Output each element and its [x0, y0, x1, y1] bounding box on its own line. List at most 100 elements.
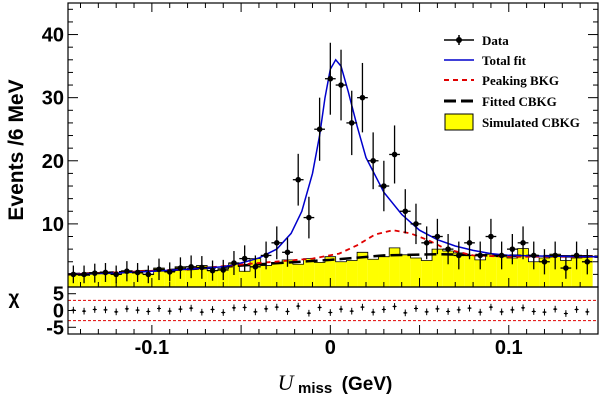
residual-marker: [414, 307, 418, 310]
residual-marker: [500, 310, 503, 314]
residual-marker: [189, 306, 193, 310]
data-point: [581, 249, 593, 275]
residual-marker: [436, 307, 439, 311]
simulated-cbkg-bar: [453, 252, 465, 287]
data-point: [571, 241, 582, 270]
simulated-cbkg-bar: [378, 256, 390, 287]
residual-marker: [361, 305, 364, 309]
data-point: [432, 218, 443, 255]
data-marker: [263, 252, 269, 259]
residual-marker: [543, 310, 546, 314]
data-point: [164, 262, 176, 282]
residual-marker: [275, 305, 278, 309]
simulated-cbkg-bar: [367, 259, 379, 287]
data-points: [68, 42, 593, 284]
x-axis-subscript: miss: [298, 380, 332, 397]
data-marker: [434, 233, 441, 240]
data-marker: [488, 233, 494, 240]
residual-marker: [382, 308, 386, 311]
data-marker: [166, 269, 173, 275]
residual-marker: [254, 310, 257, 314]
residual-marker: [147, 310, 150, 313]
data-marker: [498, 252, 505, 259]
data-marker: [91, 270, 98, 276]
data-point: [217, 259, 229, 281]
data-point: [292, 153, 304, 206]
simulated-cbkg-bar: [517, 248, 529, 287]
simulated-cbkg-bar: [228, 263, 240, 287]
axes: [67, 2, 599, 335]
data-point: [378, 160, 390, 212]
simulated-cbkg-bar: [314, 262, 325, 287]
data-marker: [552, 252, 558, 259]
simulated-cbkg-bar: [335, 261, 347, 287]
y-tick-label: 30: [42, 88, 64, 110]
data-marker: [273, 240, 280, 246]
data-marker: [456, 252, 462, 259]
residual-marker: [307, 311, 311, 315]
simulated-cbkg-bar: [549, 254, 561, 287]
data-point: [250, 255, 261, 279]
x-axis-symbol: U: [278, 370, 296, 395]
data-point: [464, 226, 475, 260]
residual-marker: [404, 311, 407, 315]
data-marker: [231, 260, 237, 266]
y-axis-label: Events /6 MeV: [5, 79, 28, 220]
x-tick-label: -0.1: [135, 337, 169, 359]
data-marker: [220, 267, 227, 273]
data-marker: [509, 246, 516, 252]
data-point: [506, 233, 518, 265]
residual-marker: [575, 308, 578, 311]
legend-entry-simulated-cbkg: Simulated CBKG: [444, 113, 580, 131]
residual-marker: [264, 307, 268, 311]
data-point: [335, 49, 347, 121]
y-axis-title: Events /6 MeV: [5, 79, 28, 220]
data-marker: [102, 269, 109, 276]
data-point: [528, 241, 540, 270]
data-marker: [584, 258, 591, 265]
data-point: [389, 125, 400, 184]
data-point: [185, 255, 197, 279]
data-point: [121, 261, 133, 282]
data-point: [314, 97, 325, 161]
data-marker: [145, 271, 152, 278]
data-marker: [359, 94, 366, 101]
simulated-cbkg-bar: [528, 261, 540, 287]
residual-tick-label: -5: [46, 317, 64, 339]
residual-marker: [511, 308, 514, 312]
data-marker: [370, 157, 376, 164]
data-point: [496, 241, 507, 270]
data-point: [357, 62, 368, 133]
residual-marker: [222, 311, 225, 314]
simulated-cbkg-outline: [68, 247, 593, 277]
y-tick-label: 40: [42, 25, 64, 47]
residual-tick-label: 0: [53, 301, 64, 323]
data-point: [560, 257, 572, 279]
data-marker: [563, 265, 569, 271]
residual-marker: [136, 308, 139, 312]
data-marker: [156, 266, 162, 273]
data-point: [485, 218, 497, 255]
simulated-cbkg-bar: [464, 255, 475, 287]
simulated-cbkg-bar: [282, 259, 293, 287]
simulated-cbkg-bar: [292, 264, 304, 287]
data-marker: [391, 151, 398, 158]
data-marker: [81, 271, 87, 278]
legend: Data Total fit Peaking BKG Fitted CBKG S…: [444, 33, 580, 131]
data-point: [78, 265, 90, 284]
residual-marker: [179, 307, 182, 311]
residual-marker: [339, 307, 343, 311]
data-point: [367, 132, 379, 190]
x-tick-label: 0: [325, 337, 336, 359]
residual-marker: [93, 308, 96, 311]
data-point: [442, 233, 454, 265]
data-marker: [284, 249, 291, 256]
simulated-cbkg-bar: [389, 247, 400, 287]
residual-marker: [457, 308, 461, 312]
data-marker: [348, 120, 355, 126]
x-axis-title: U miss (GeV): [278, 370, 393, 397]
residual-marker: [425, 310, 428, 314]
residual-marker: [104, 308, 107, 312]
data-point: [303, 196, 315, 239]
legend-label-total-fit: Total fit: [482, 53, 527, 68]
